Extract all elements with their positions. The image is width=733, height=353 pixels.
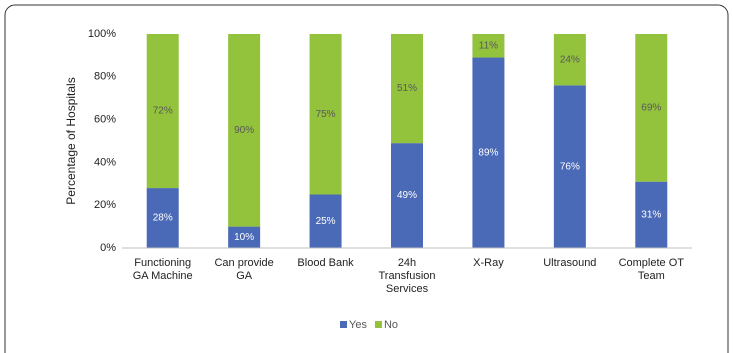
value-label: 75%: [316, 109, 336, 120]
bar-segment: [635, 34, 668, 182]
value-label: 90%: [234, 125, 254, 136]
bar-segment: [228, 34, 261, 227]
value-label: 10%: [234, 232, 254, 243]
bar-segment: [146, 34, 179, 189]
bar-segment: [553, 85, 586, 248]
bar-segment: [635, 181, 668, 248]
value-label: 69%: [641, 102, 661, 113]
bar-segment: [391, 34, 423, 144]
y-tick-label: 100%: [88, 28, 116, 40]
legend-swatch: [374, 321, 382, 328]
y-tick-label: 80%: [94, 71, 116, 83]
value-label: 28%: [153, 213, 173, 224]
bar-segment: [391, 143, 423, 248]
legend-label: Yes: [349, 319, 367, 331]
x-tick-label: 24h Transfusion Services: [378, 257, 436, 295]
value-label: 49%: [397, 190, 417, 201]
x-tick-label: Ultrasound: [543, 257, 597, 269]
bar-segment: [228, 226, 261, 248]
legend-label: No: [384, 319, 398, 331]
bar-segment: [472, 34, 505, 58]
x-tick-label: Functioning GA Machine: [132, 257, 193, 282]
x-tick-label: Complete OT Team: [618, 257, 684, 282]
bar-segment: [553, 34, 586, 86]
legend-swatch: [340, 321, 347, 328]
value-label: 11%: [479, 40, 498, 51]
y-tick-label: 0%: [100, 242, 116, 254]
value-label: 51%: [397, 83, 417, 94]
value-label: 25%: [316, 216, 336, 227]
value-label: 89%: [478, 147, 498, 158]
x-tick-label: Blood Bank: [297, 257, 354, 269]
bar-segment: [309, 194, 342, 248]
value-label: 76%: [560, 161, 580, 172]
y-tick-label: 20%: [94, 199, 116, 211]
y-axis-title: Percentage of Hospitals: [64, 77, 78, 204]
bar-segment: [146, 188, 179, 248]
x-tick-label: Can provide GA: [214, 257, 274, 282]
value-label: 24%: [560, 54, 580, 65]
x-tick-label: X-Ray: [473, 257, 504, 269]
frame: [4, 4, 729, 353]
bar-segment: [309, 34, 342, 195]
value-label: 72%: [153, 106, 173, 117]
y-tick-label: 60%: [94, 114, 116, 126]
bar-segment: [472, 57, 505, 248]
value-label: 31%: [641, 209, 661, 220]
y-tick-label: 40%: [94, 156, 116, 168]
